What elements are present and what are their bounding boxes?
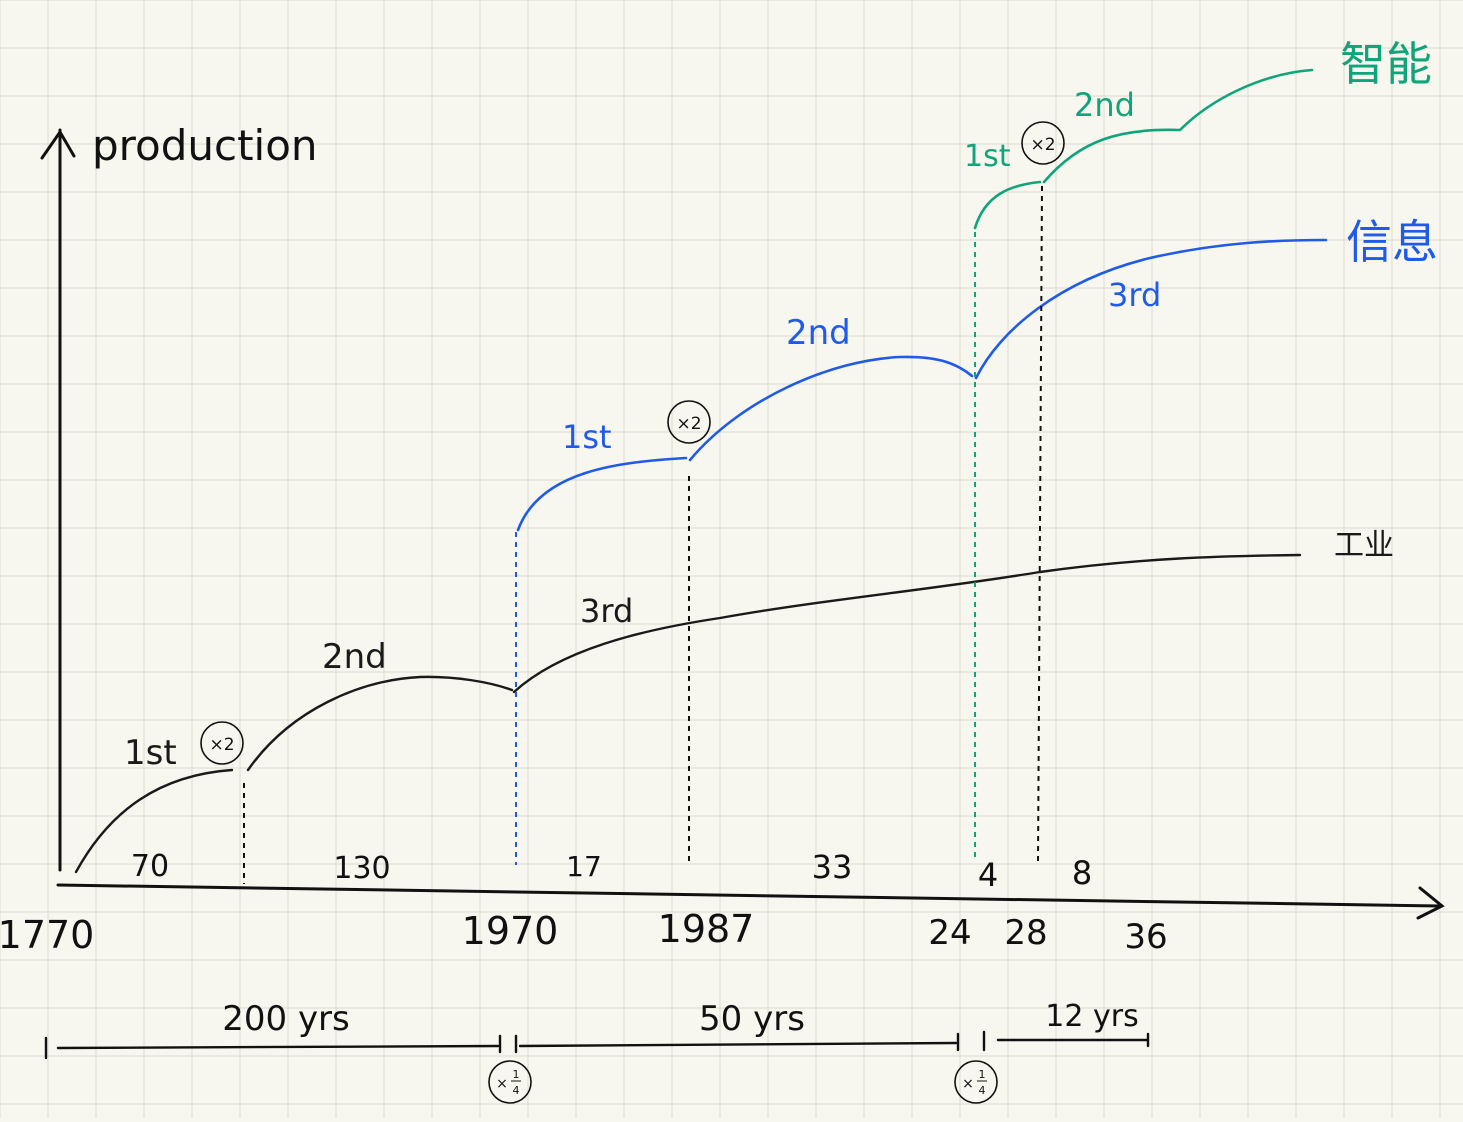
industrial-phase-3 [512,553,1302,694]
span-value: 200 yrs [222,999,350,1039]
information-phase-1 [516,456,688,532]
intelligence-1st-label: 1st [964,139,1011,174]
year-value: 28 [1004,913,1047,953]
y-axis-arrow-icon [40,129,76,160]
double-marker: ×2 [1021,121,1065,165]
information-label: 信息 [1346,215,1438,269]
duration-value: 8 [1072,854,1092,892]
information-1st-label: 1st [562,418,612,456]
svg-text:4: 4 [513,1084,520,1097]
span-labels: 200 yrs 50 yrs 12 yrs [222,999,1138,1039]
y-axis [40,128,76,872]
industrial-1st-label: 1st [124,733,177,773]
svg-text:×2: ×2 [1030,135,1055,155]
svg-text:×: × [496,1076,508,1092]
industrial-label: 工业 [1334,528,1394,563]
industrial-3rd-label: 3rd [580,592,633,630]
intelligence-label: 智能 [1340,37,1432,91]
information-3rd-label: 3rd [1108,276,1161,314]
svg-text:4: 4 [979,1084,986,1097]
year-value: 1770 [0,913,94,957]
svg-text:×2: ×2 [209,735,234,755]
svg-text:×: × [962,1076,974,1092]
year-value: 1987 [658,907,755,951]
duration-value: 70 [131,849,169,884]
span-value: 12 yrs [1045,999,1138,1034]
duration-labels: 70 130 17 33 4 8 [131,848,1092,894]
year-value: 36 [1124,917,1167,957]
duration-value: 130 [333,851,390,886]
span-brackets [44,1030,1150,1060]
phase-dividers [243,185,1043,884]
span-value: 50 yrs [699,999,805,1039]
year-value: 1970 [462,909,559,953]
year-value: 24 [928,913,971,953]
svg-text:1: 1 [513,1068,520,1081]
duration-value: 4 [978,856,998,894]
information-curve [516,238,1328,532]
quarter-marker: × 1 4 [488,1060,532,1104]
double-marker: ×2 [200,721,244,765]
industrial-phase-2 [246,675,514,772]
svg-text:×2: ×2 [676,414,701,434]
intelligence-phase-1 [973,180,1042,230]
intelligence-2nd-label: 2nd [1074,86,1135,124]
divider-intelligence-1 [1037,185,1043,863]
industrial-phase-1 [74,768,234,874]
x-axis-arrow-icon [1416,886,1445,920]
information-phase-2 [688,355,974,462]
svg-text:1: 1 [979,1068,986,1081]
duration-value: 17 [566,850,602,883]
double-marker: ×2 [667,400,711,444]
x-axis [56,883,1445,920]
intelligence-phase-2 [1042,68,1314,184]
year-labels: 1770 1970 1987 24 28 36 [0,907,1168,957]
industrial-2nd-label: 2nd [322,637,387,677]
industrial-curve [74,553,1302,874]
duration-value: 33 [812,848,853,886]
y-axis-label: production [92,121,318,170]
information-2nd-label: 2nd [786,313,851,353]
quarter-marker: × 1 4 [954,1060,998,1104]
information-phase-3 [974,238,1328,380]
intelligence-curve [973,68,1314,230]
